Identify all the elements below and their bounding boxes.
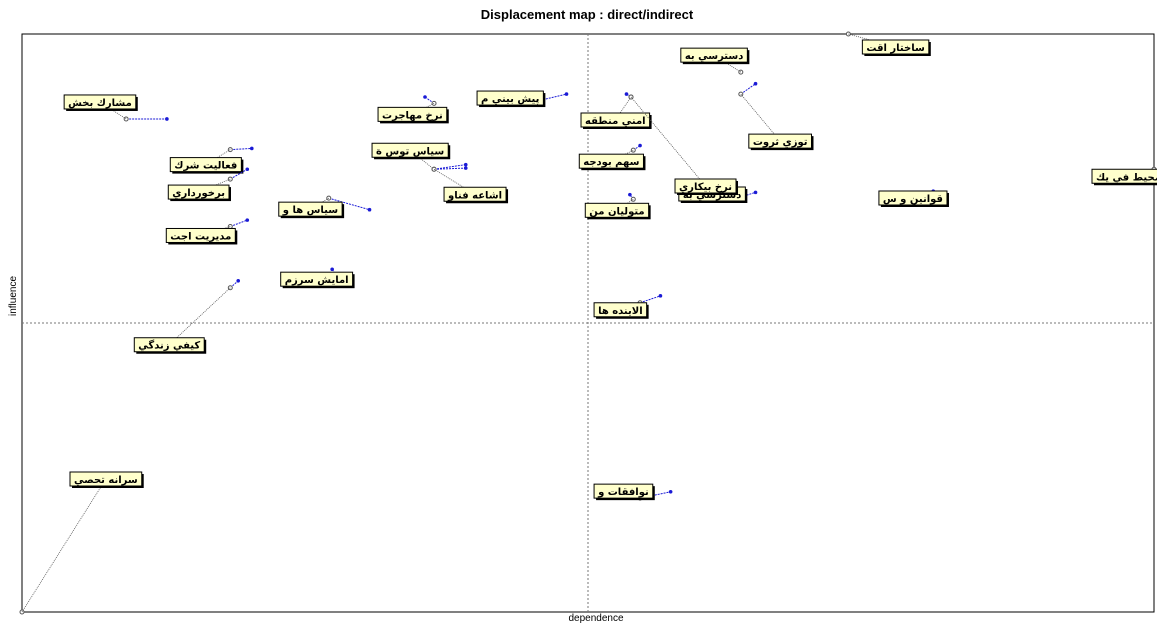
label-box	[167, 184, 230, 200]
point-label: امني منطقه	[585, 116, 646, 127]
label-box	[593, 302, 648, 318]
label-box	[63, 94, 137, 110]
label-box	[584, 202, 650, 218]
indirect-point	[753, 81, 758, 86]
point-label: توزي ثروت	[753, 137, 808, 148]
label-box	[278, 201, 343, 217]
label-box	[878, 190, 948, 206]
indirect-point	[330, 267, 334, 272]
label-box	[165, 227, 236, 243]
label-box	[133, 337, 205, 353]
point-label: كيفي زندگي	[138, 339, 200, 352]
indirect-point	[624, 92, 629, 96]
point-label: متوليان من	[589, 206, 644, 217]
label-box	[377, 106, 448, 122]
displacement-line	[740, 191, 756, 198]
label-box	[593, 483, 654, 499]
point-label: قوانين و س	[883, 194, 943, 205]
indirect-point	[249, 146, 254, 151]
indirect-point	[668, 489, 673, 494]
label-box	[1091, 168, 1157, 184]
x-axis-label: dependence	[568, 613, 623, 623]
displacement-line	[328, 197, 370, 211]
point-label: سياس ها و	[282, 205, 339, 216]
label-box	[371, 142, 449, 158]
point-label: سهم بودجه	[583, 157, 639, 168]
displacement-line	[433, 164, 466, 170]
point-label: نوافقات و	[597, 487, 649, 498]
point-label: دسترسي به	[685, 51, 744, 62]
point-label: محيط في يك	[1096, 172, 1157, 183]
indirect-point	[638, 143, 642, 148]
y-axis-label: influence	[8, 276, 19, 316]
displacement-line	[230, 168, 248, 180]
label-box	[443, 186, 507, 202]
label-connector	[21, 478, 107, 613]
indirect-point	[367, 207, 372, 212]
point-label: پيش بيني م	[481, 94, 540, 105]
label-box	[861, 39, 930, 55]
displacement-line	[536, 93, 567, 102]
displacement-line	[740, 83, 756, 95]
label-box	[69, 471, 143, 487]
indirect-point	[423, 95, 427, 99]
label-box	[280, 271, 354, 287]
point-label: الاينده ها	[598, 306, 643, 317]
label-box	[674, 178, 737, 194]
indirect-point	[165, 117, 169, 121]
point-label: دسترسي به	[683, 190, 742, 201]
indirect-point	[463, 166, 468, 170]
point-label: فعاليت شرك	[174, 161, 237, 172]
label-connector	[740, 93, 781, 142]
point-label: امايش سرزم	[285, 275, 349, 286]
label-box	[680, 47, 748, 63]
chart-marks: ساختار اقت دسترسي به توزي ثروت مشارك بخش نرخ…	[19, 31, 1157, 615]
point-label: نرخ مهاجرت	[382, 110, 443, 121]
label-connector	[630, 96, 706, 187]
point-label: نرخ بيكاري	[679, 182, 732, 193]
indirect-point	[564, 92, 569, 96]
point-label: سرانه تحصي	[74, 475, 138, 486]
displacement-line	[639, 295, 661, 304]
label-box	[169, 157, 242, 173]
point-label: اشاعه فناو	[447, 190, 502, 201]
label-box	[578, 153, 644, 169]
displacement-line	[230, 147, 252, 151]
indirect-point	[628, 192, 632, 197]
indirect-point	[658, 294, 663, 298]
indirect-point	[463, 162, 468, 167]
point-label: برخورداري	[172, 188, 225, 199]
indirect-point	[236, 279, 241, 283]
label-connector	[614, 96, 632, 121]
label-box	[476, 90, 544, 106]
displacement-line	[434, 167, 466, 170]
point-label: مديريت اجت	[170, 231, 231, 242]
point-label: مشارك بخش	[68, 98, 132, 109]
chart-title: Displacement map : direct/indirect	[481, 7, 694, 22]
displacement-line	[639, 491, 671, 499]
point-label: سياس توس ة	[376, 146, 444, 157]
indirect-point	[245, 167, 250, 172]
point-label: ساختار اقت	[866, 43, 925, 54]
label-box	[748, 133, 812, 149]
indirect-point	[753, 190, 758, 195]
label-box	[580, 112, 651, 128]
indirect-point	[245, 218, 250, 222]
displacement-line	[230, 219, 248, 227]
